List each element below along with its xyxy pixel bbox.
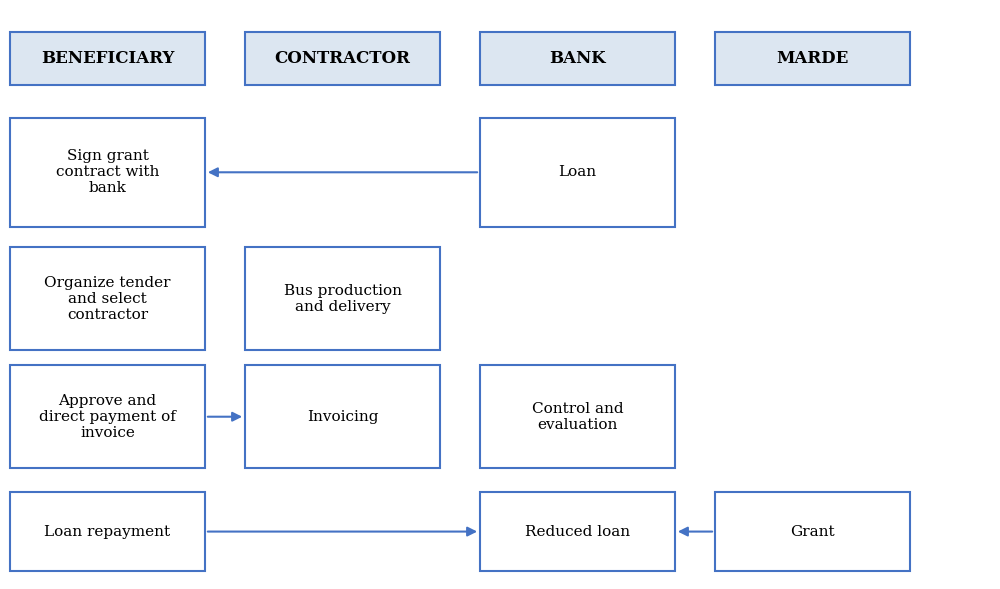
- Text: Approve and
direct payment of
invoice: Approve and direct payment of invoice: [39, 393, 176, 440]
- Text: Control and
evaluation: Control and evaluation: [532, 402, 623, 432]
- Text: BENEFICIARY: BENEFICIARY: [41, 51, 174, 67]
- FancyBboxPatch shape: [10, 492, 205, 571]
- FancyBboxPatch shape: [480, 118, 675, 227]
- Text: MARDE: MARDE: [776, 51, 849, 67]
- Text: Loan repayment: Loan repayment: [44, 525, 171, 538]
- FancyBboxPatch shape: [245, 247, 440, 350]
- Text: Sign grant
contract with
bank: Sign grant contract with bank: [56, 149, 159, 196]
- Text: Organize tender
and select
contractor: Organize tender and select contractor: [44, 276, 171, 322]
- FancyBboxPatch shape: [10, 32, 205, 85]
- Text: Bus production
and delivery: Bus production and delivery: [284, 284, 402, 314]
- FancyBboxPatch shape: [245, 365, 440, 468]
- Text: Invoicing: Invoicing: [307, 410, 378, 423]
- FancyBboxPatch shape: [480, 492, 675, 571]
- FancyBboxPatch shape: [715, 32, 910, 85]
- FancyBboxPatch shape: [245, 32, 440, 85]
- Text: BANK: BANK: [549, 51, 606, 67]
- Text: Grant: Grant: [790, 525, 835, 538]
- FancyBboxPatch shape: [10, 118, 205, 227]
- Text: Reduced loan: Reduced loan: [525, 525, 630, 538]
- FancyBboxPatch shape: [715, 492, 910, 571]
- FancyBboxPatch shape: [10, 247, 205, 350]
- FancyBboxPatch shape: [480, 365, 675, 468]
- Text: Loan: Loan: [558, 166, 597, 179]
- Text: CONTRACTOR: CONTRACTOR: [275, 51, 410, 67]
- FancyBboxPatch shape: [10, 365, 205, 468]
- FancyBboxPatch shape: [480, 32, 675, 85]
